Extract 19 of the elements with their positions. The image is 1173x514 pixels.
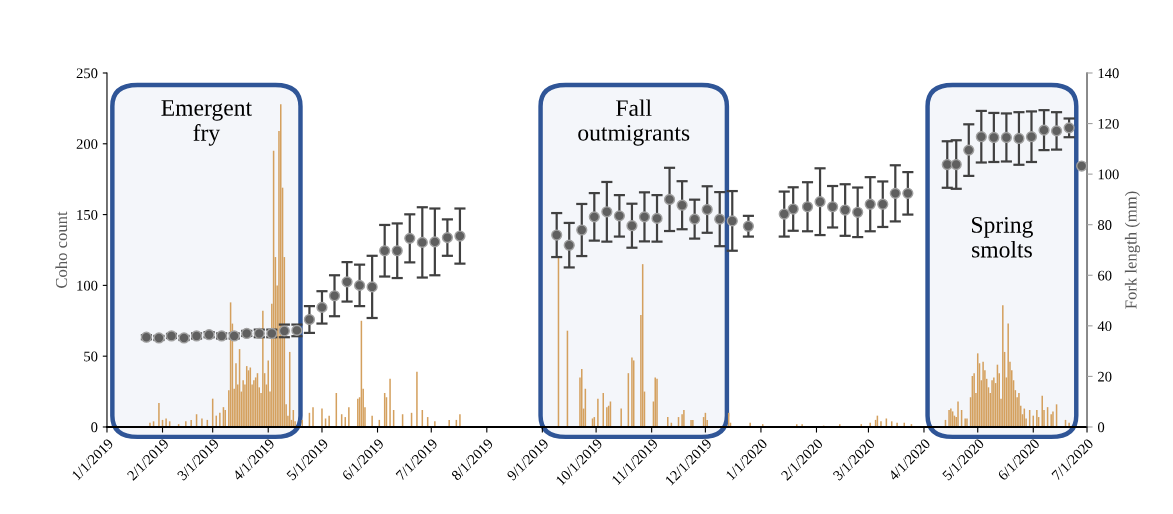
band-label: Spring smolts: [972, 217, 1033, 258]
y2-tick-label: 0: [1097, 422, 1105, 433]
y2-tick-label: 40: [1097, 321, 1112, 332]
y-tick-label: 150: [77, 209, 98, 220]
band-label: Emergent fry: [161, 100, 252, 146]
y-tick-label: 0: [91, 422, 98, 433]
y2-tick-label: 120: [1098, 118, 1119, 129]
y2-tick-label: 80: [1097, 220, 1112, 230]
y-tick-label: 250: [76, 68, 98, 79]
y2-tick-label: 100: [1098, 169, 1119, 180]
y-tick-label: 200: [76, 139, 98, 149]
y2-tick-label: 20: [1098, 371, 1112, 382]
y-tick-label: 50: [84, 351, 98, 362]
y2-tick-label: 140: [1098, 68, 1119, 79]
y2-axis-title: Fork length (mm): [1124, 191, 1141, 309]
y2-tick-label: 60: [1098, 270, 1112, 281]
band-label: Fall outmigrants: [578, 99, 690, 146]
y-tick-label: 100: [77, 280, 98, 291]
y-axis-title: Coho count: [55, 211, 68, 288]
